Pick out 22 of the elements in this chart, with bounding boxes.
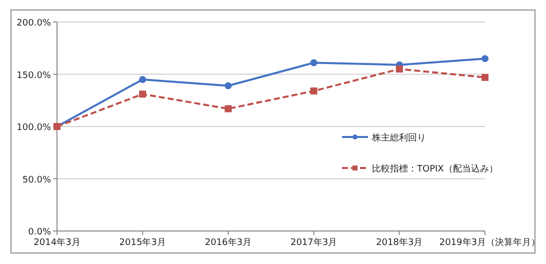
x-tick-label: 2015年3月 (119, 237, 166, 248)
point (224, 82, 232, 90)
x-tick-label: 2019年3月（決算年月） (439, 237, 540, 248)
x-tick-label: 2018年3月 (376, 237, 423, 248)
y-tick-label: 0.0% (28, 228, 52, 238)
point (310, 59, 318, 66)
point (482, 74, 488, 81)
y-tick-label: 100.0% (16, 123, 52, 133)
point (310, 87, 318, 94)
point (139, 76, 146, 83)
point (139, 90, 146, 98)
point (482, 55, 488, 62)
x-tick-label: 2017年3月 (290, 237, 338, 248)
y-tick-label: 200.0% (16, 18, 52, 28)
legend-label: 株主総利回り (371, 132, 426, 144)
y-tick-label: 150.0% (16, 70, 52, 81)
x-tick-label: 2014年3月 (34, 237, 80, 248)
x-tick-label: 2016年3月 (204, 237, 252, 248)
point (224, 105, 232, 112)
legend-label: 比較指標：TOPIX（配当込み） (372, 164, 498, 174)
point (396, 66, 403, 73)
y-tick-label: 50.0% (22, 175, 52, 186)
